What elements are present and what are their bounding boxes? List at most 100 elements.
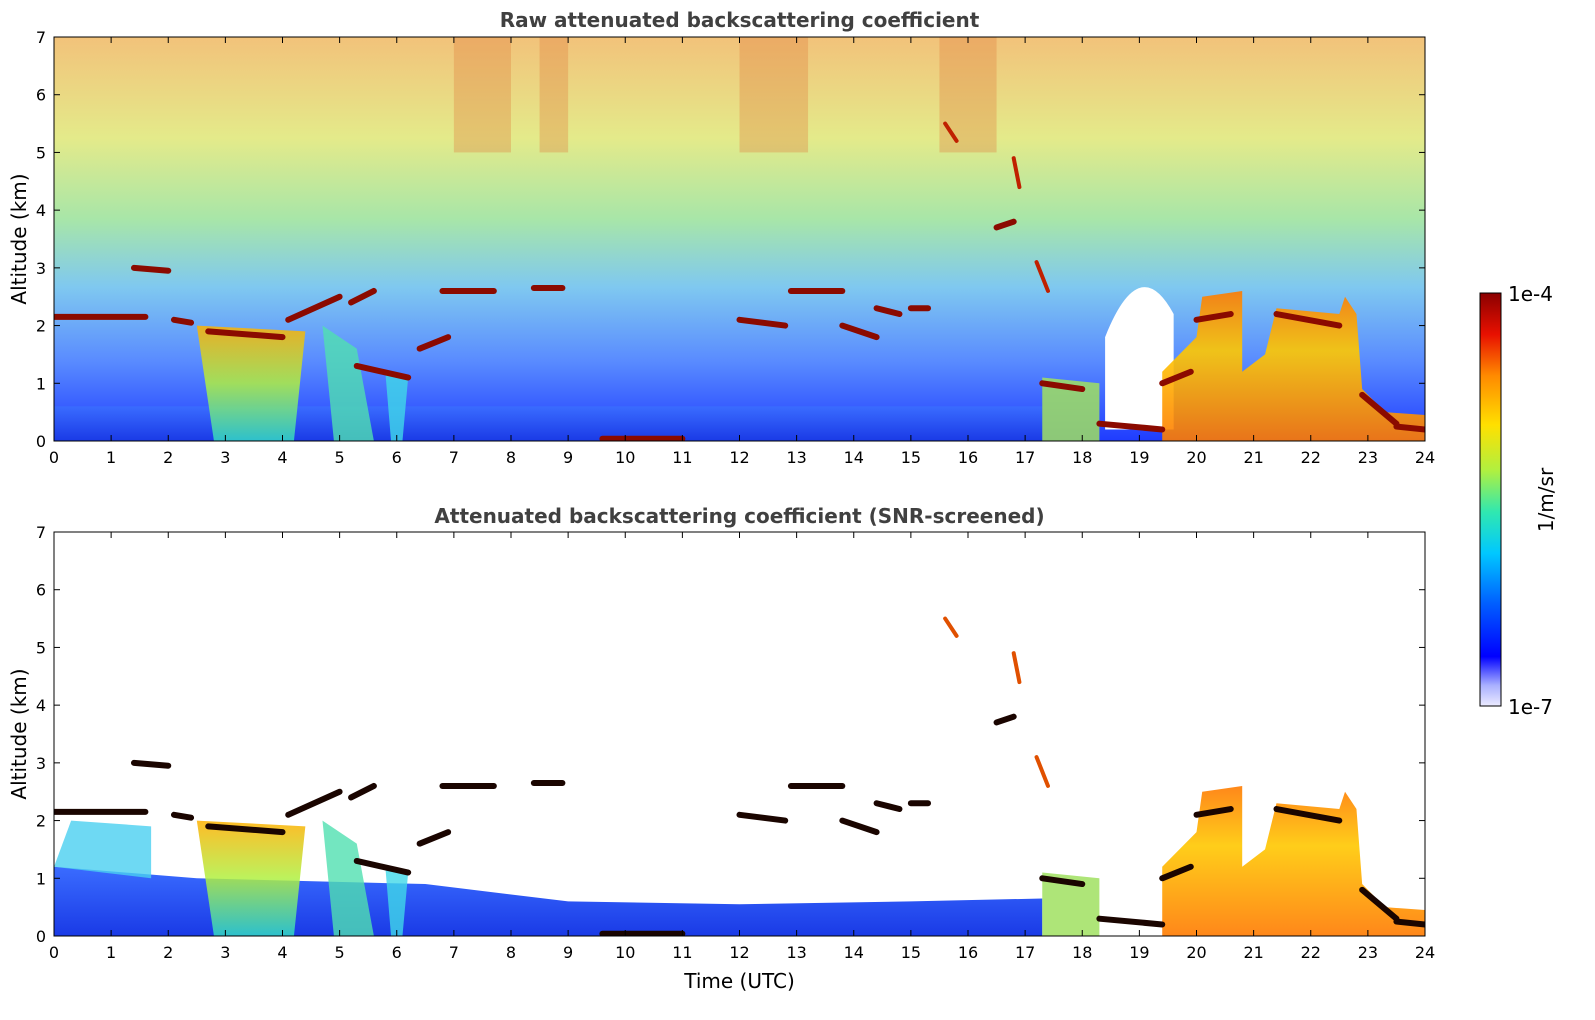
chart-title: Raw attenuated backscattering coefficien… <box>500 8 980 32</box>
x-tick-label: 10 <box>615 943 635 962</box>
cloud-layer <box>1039 875 1086 888</box>
x-tick-label: 21 <box>1243 943 1263 962</box>
y-tick-label: 3 <box>36 754 46 773</box>
panel-raw: 0 1 2 3 4 5 6 7 8 9 10 11 12 13 14 15 16 17 18 19 20 21 22 23 24… <box>7 8 1435 467</box>
x-tick-label: 23 <box>1358 943 1378 962</box>
cloud-streak <box>1034 260 1050 293</box>
x-tick-label: 3 <box>220 448 230 467</box>
cloud-layer <box>993 218 1017 231</box>
y-ticks: 0 1 2 3 4 5 6 7 <box>36 523 1425 946</box>
x-tick-label: 4 <box>277 448 287 467</box>
cloud-layer <box>170 811 195 821</box>
x-tick-label: 20 <box>1186 943 1206 962</box>
noise-band <box>539 37 569 153</box>
y-tick-label: 6 <box>36 86 46 105</box>
y-tick-label: 5 <box>36 638 46 657</box>
x-tick-label: 20 <box>1186 448 1206 467</box>
cloud-layers <box>54 616 1425 936</box>
noise-band <box>939 37 997 153</box>
cloud-layer <box>348 287 377 306</box>
cloud-layer <box>205 823 286 836</box>
boundary-layer-band <box>54 406 1043 441</box>
cloud-streak <box>943 121 959 143</box>
y-tick-label: 2 <box>36 317 46 336</box>
x-tick-label: 1 <box>106 943 116 962</box>
plume-feature <box>1042 872 1100 936</box>
x-tick-label: 14 <box>844 448 864 467</box>
x-tick-label: 24 <box>1415 448 1435 467</box>
x-tick-label: 0 <box>49 448 59 467</box>
cloud-layer <box>130 759 172 769</box>
cloud-layer <box>993 713 1017 726</box>
cloud-layer <box>839 322 880 341</box>
plume-feature <box>322 820 374 936</box>
cloud-layer <box>285 788 343 818</box>
y-ticks: 0 1 2 3 4 5 6 7 <box>36 28 1425 451</box>
x-tick-label: 23 <box>1358 448 1378 467</box>
plume-feature <box>385 371 409 441</box>
cloud-streak <box>943 616 959 638</box>
x-tick-label: 5 <box>335 448 345 467</box>
x-tick-label: 14 <box>844 943 864 962</box>
x-tick-label: 15 <box>901 448 921 467</box>
x-tick-label: 2 <box>163 448 173 467</box>
y-tick-label: 0 <box>36 927 46 946</box>
boundary-layer-band <box>54 866 1043 936</box>
y-tick-label: 1 <box>36 374 46 393</box>
x-tick-label: 10 <box>615 448 635 467</box>
x-ticks: 0 1 2 3 4 5 6 7 8 9 10 11 12 13 14 15 16 17 18 19 20 21 22 23 24 <box>49 37 1435 467</box>
cloud-layer <box>1193 311 1234 323</box>
y-tick-label: 1 <box>36 869 46 888</box>
x-tick-label: 8 <box>506 448 516 467</box>
cloud-layer <box>1393 918 1425 928</box>
cloud-layer <box>348 782 377 801</box>
panel-screened: 0 1 2 3 4 5 6 7 8 9 10 11 12 13 14 15 16 17 18 19 20 21 22 23 24… <box>7 504 1435 993</box>
x-tick-label: 22 <box>1301 943 1321 962</box>
colorbar: 1e-4 1e-7 1/m/sr <box>1479 282 1558 719</box>
x-tick-label: 6 <box>392 943 402 962</box>
cloud-layer <box>1273 311 1343 329</box>
x-tick-label: 15 <box>901 943 921 962</box>
cloud-layer <box>205 328 286 341</box>
x-tick-label: 19 <box>1129 943 1149 962</box>
x-tick-label: 17 <box>1015 448 1035 467</box>
y-tick-label: 7 <box>36 28 46 47</box>
cloud-layer <box>873 800 903 813</box>
x-tick-label: 7 <box>449 448 459 467</box>
x-tick-label: 9 <box>563 448 573 467</box>
cloud-layer <box>736 316 789 329</box>
x-tick-label: 16 <box>958 448 978 467</box>
cloud-layer <box>1393 423 1425 433</box>
x-tick-label: 11 <box>672 448 692 467</box>
cloud-layer <box>353 362 412 381</box>
cloud-layer <box>839 817 880 836</box>
plume-feature <box>1042 377 1100 441</box>
x-tick-label: 18 <box>1072 448 1092 467</box>
colorbar-gradient <box>1479 292 1502 707</box>
x-axis-label: Time (UTC) <box>683 969 795 993</box>
x-tick-label: 12 <box>729 448 749 467</box>
chart-title: Attenuated backscattering coefficient (S… <box>434 504 1044 528</box>
y-tick-label: 2 <box>36 812 46 831</box>
plume-feature <box>1162 290 1425 441</box>
x-tick-label: 0 <box>49 943 59 962</box>
cloud-layer <box>130 264 172 274</box>
y-tick-label: 4 <box>36 696 46 715</box>
x-tick-label: 11 <box>672 943 692 962</box>
x-tick-label: 24 <box>1415 943 1435 962</box>
cloud-layer <box>285 293 343 323</box>
clear-air-region <box>1105 287 1174 430</box>
x-tick-label: 2 <box>163 943 173 962</box>
cloud-layer <box>416 334 452 352</box>
cloud-layer <box>1159 863 1194 882</box>
cloud-layer <box>1193 806 1234 818</box>
plume-feature <box>385 866 409 936</box>
cloud-layer <box>1359 391 1400 427</box>
y-axis-label: Altitude (km) <box>7 668 31 799</box>
colorbar-min-label: 1e-7 <box>1508 695 1553 719</box>
cloud-layer <box>1096 420 1166 433</box>
x-tick-label: 13 <box>786 943 806 962</box>
cloud-layer <box>170 316 195 326</box>
x-tick-label: 4 <box>277 943 287 962</box>
x-tick-label: 9 <box>563 943 573 962</box>
